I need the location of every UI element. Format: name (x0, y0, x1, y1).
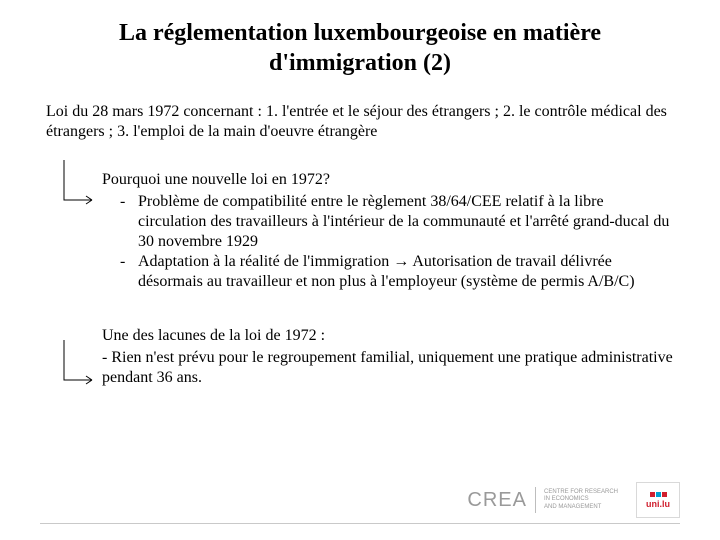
uni-squares-icon (650, 492, 667, 497)
slide-title: La réglementation luxembourgeoise en mat… (46, 18, 674, 78)
uni-logo: uni.lu (636, 482, 680, 518)
block1-bullet-2: - Adaptation à la réalité de l'immigrati… (102, 252, 674, 292)
footer: CREA CENTRE FOR RESEARCH IN ECONOMICS AN… (467, 482, 680, 518)
block-2: Une des lacunes de la loi de 1972 : - Ri… (102, 326, 674, 388)
block1-bullet-1: - Problème de compatibilité entre le règ… (102, 192, 674, 252)
uni-sq-3 (662, 492, 667, 497)
uni-sq-1 (650, 492, 655, 497)
connector-arrow-1 (62, 160, 100, 210)
uni-text: uni.lu (646, 499, 670, 509)
intro-paragraph: Loi du 28 mars 1972 concernant : 1. l'en… (46, 102, 674, 142)
footer-rule (40, 523, 680, 524)
dash-icon: - (120, 192, 138, 252)
block-1: Pourquoi une nouvelle loi en 1972? - Pro… (102, 170, 674, 292)
crea-logo: CREA CENTRE FOR RESEARCH IN ECONOMICS AN… (467, 487, 618, 513)
connector-arrow-2 (62, 340, 100, 390)
block1-lead: Pourquoi une nouvelle loi en 1972? (102, 170, 674, 190)
crea-mark: CREA (467, 489, 527, 512)
block1-bullet-2-text: Adaptation à la réalité de l'immigration… (138, 252, 674, 292)
crea-subtitle: CENTRE FOR RESEARCH IN ECONOMICS AND MAN… (544, 489, 618, 511)
block1-bullet-1-text: Problème de compatibilité entre le règle… (138, 192, 674, 252)
block2-lead: Une des lacunes de la loi de 1972 : (102, 326, 674, 346)
uni-sq-2 (656, 492, 661, 497)
crea-separator (535, 487, 536, 513)
block2-bullet-1: - Rien n'est prévu pour le regroupement … (102, 348, 674, 388)
dash-icon: - (120, 252, 138, 292)
